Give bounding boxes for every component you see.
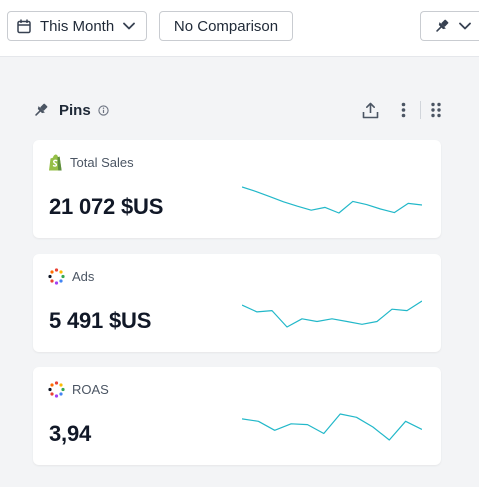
pin-menu-button[interactable] (420, 11, 479, 41)
section-title: Pins (59, 101, 91, 119)
card-label-row: Total Sales (48, 154, 134, 171)
card-label-row: ROAS (48, 381, 109, 398)
period-select-button[interactable]: This Month (7, 11, 147, 41)
ads-dots-icon (48, 268, 65, 285)
calendar-icon (17, 19, 31, 34)
sparkline (242, 300, 422, 328)
card-value: 3,94 (49, 421, 92, 446)
card-value: 21 072 $US (49, 194, 164, 219)
card-label: ROAS (72, 382, 109, 397)
chevron-down-icon (459, 22, 471, 30)
shopify-icon (48, 154, 63, 171)
sparkline (242, 413, 422, 441)
pin-icon (434, 18, 450, 34)
card-value: 5 491 $US (49, 308, 152, 333)
metric-card-total-sales[interactable]: Total Sales 21 072 $US (33, 140, 441, 238)
chevron-down-icon (123, 22, 136, 30)
drag-handle-icon[interactable] (431, 102, 441, 118)
card-label-row: Ads (48, 268, 94, 285)
section-actions (362, 98, 441, 122)
action-divider (420, 101, 421, 119)
card-label: Total Sales (70, 155, 134, 170)
metric-card-roas[interactable]: ROAS 3,94 (33, 367, 441, 465)
ads-dots-icon (48, 381, 65, 398)
sparkline (242, 186, 422, 214)
sparkline-chart (242, 413, 422, 441)
export-icon[interactable] (362, 102, 379, 119)
comparison-select-button[interactable]: No Comparison (159, 11, 293, 41)
pin-icon (33, 102, 49, 118)
metric-card-ads[interactable]: Ads 5 491 $US (33, 254, 441, 352)
info-icon[interactable] (98, 104, 109, 116)
pins-section-header: Pins (33, 98, 441, 122)
comparison-select-label: No Comparison (173, 17, 279, 35)
card-label: Ads (72, 269, 95, 284)
top-toolbar: This Month No Comparison (0, 0, 479, 57)
sparkline-chart (242, 300, 422, 328)
sparkline-chart (242, 186, 422, 214)
more-options-icon[interactable] (401, 102, 406, 118)
period-select-label: This Month (40, 17, 115, 35)
